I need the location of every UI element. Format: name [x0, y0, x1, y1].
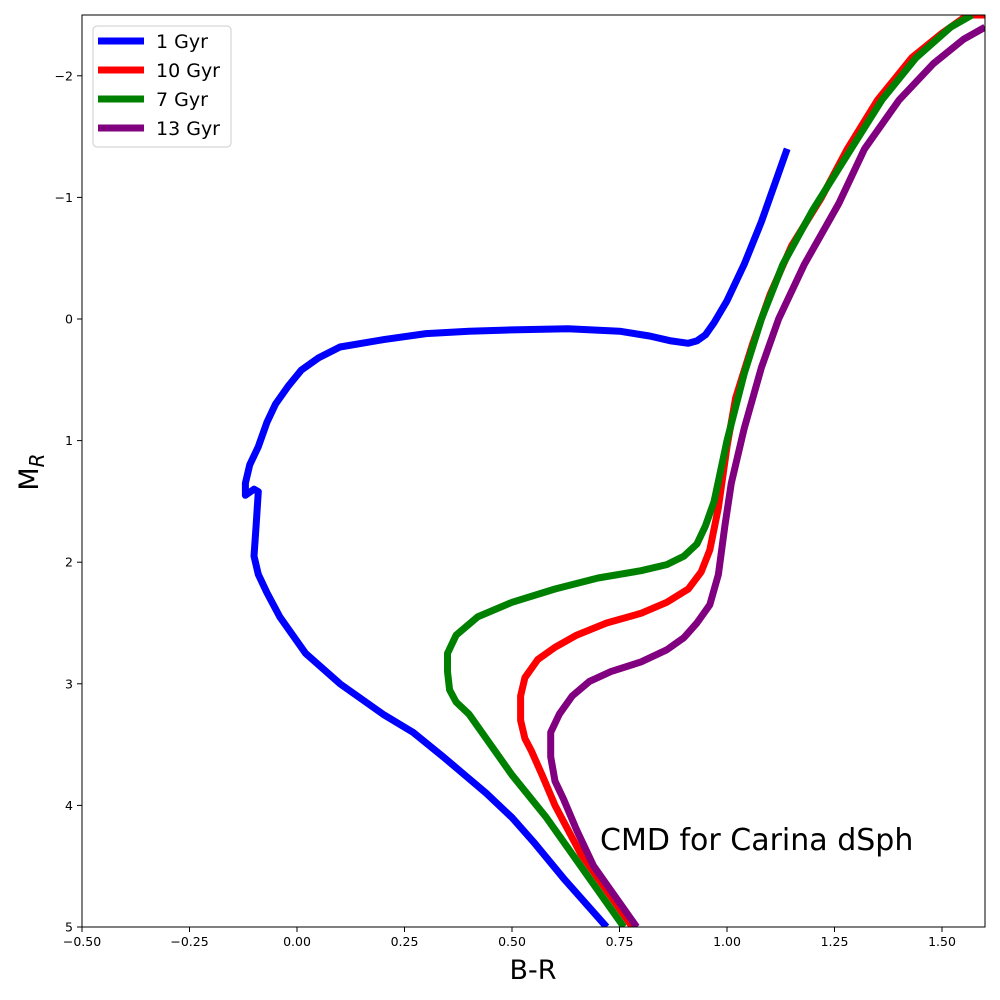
- y-axis: −2 −1 0 1 2 3 4 5: [55, 68, 82, 935]
- y-axis-label-main: M: [14, 467, 45, 490]
- series-line-13-gyr: [547, 24, 985, 927]
- x-tick-label: −0.25: [170, 934, 208, 949]
- y-tick-label: −2: [55, 68, 73, 83]
- legend-label: 7 Gyr: [156, 89, 208, 111]
- legend: 1 Gyr 10 Gyr 7 Gyr 13 Gyr: [92, 25, 232, 148]
- y-tick-label: 3: [65, 676, 73, 691]
- x-axis: −0.50 −0.25 0.00 0.25 0.50 0.75 1.00 1.25 1.50: [63, 927, 956, 949]
- y-tick-label: 5: [65, 920, 73, 935]
- y-tick-label: 0: [65, 312, 73, 327]
- legend-label: 10 Gyr: [156, 60, 220, 82]
- x-tick-label: 0.25: [391, 934, 419, 949]
- y-tick-label: 2: [65, 555, 73, 570]
- x-tick-label: 0.00: [283, 934, 311, 949]
- x-tick-label: 1.50: [928, 934, 956, 949]
- chart-annotation: CMD for Carina dSph: [600, 823, 913, 858]
- x-tick-label: 0.50: [498, 934, 526, 949]
- y-axis-label-subscript: R: [25, 453, 49, 467]
- x-tick-label: 0.75: [606, 934, 634, 949]
- y-axis-label: MR: [14, 453, 49, 490]
- x-tick-label: 1.25: [821, 934, 849, 949]
- x-tick-label: 1.00: [713, 934, 741, 949]
- x-tick-label: −0.50: [63, 934, 101, 949]
- legend-label: 13 Gyr: [156, 118, 220, 140]
- legend-box: [92, 25, 232, 148]
- y-tick-label: −1: [55, 190, 73, 205]
- plot-frame: [81, 14, 986, 928]
- y-tick-label: 1: [65, 433, 73, 448]
- series-line-7-gyr: [444, 15, 974, 927]
- series-layer: [241, 15, 985, 927]
- y-tick-label: 4: [65, 798, 73, 813]
- x-axis-label: B-R: [509, 955, 556, 986]
- legend-label: 1 Gyr: [156, 31, 208, 53]
- series-line-1-gyr: [241, 147, 791, 927]
